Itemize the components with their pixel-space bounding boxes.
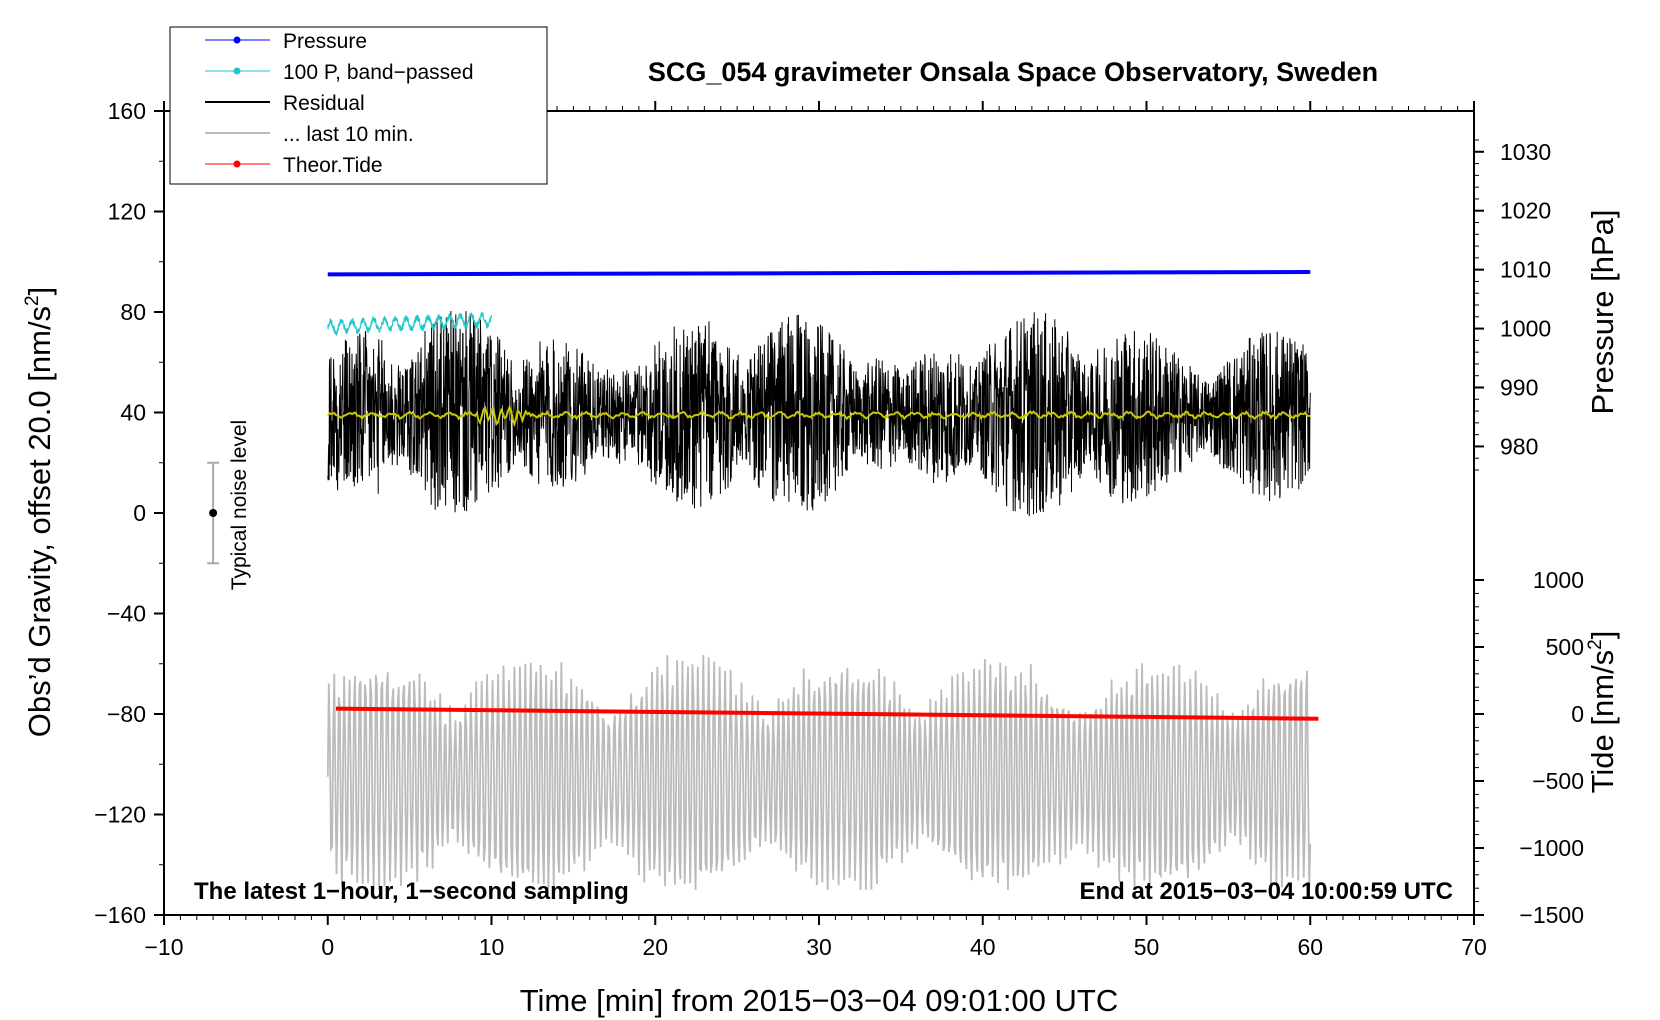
series-residual (327, 310, 1311, 517)
axes-layer: −10 0 10 20 30 40 50 60 70−160−120−80−4004080120… (94, 98, 1584, 960)
x-tick-label: 0 (321, 934, 334, 960)
legend-marker-pressure (233, 36, 241, 44)
series-theor-tide (335, 706, 1319, 721)
tide-tick-label: −1500 (1519, 902, 1584, 928)
pressure-tick-label: 1030 (1500, 139, 1551, 165)
legend-box (169, 26, 548, 185)
y-tick-label: 160 (108, 98, 146, 124)
legend-marker-bandpassed (233, 67, 241, 75)
pressure-tick-label: 990 (1500, 375, 1538, 401)
y-tick-label: −120 (94, 802, 146, 828)
x-tick-label: 30 (806, 934, 832, 960)
tide-tick-label: 0 (1571, 701, 1584, 727)
y-tick-label: 0 (133, 500, 146, 526)
legend-label-bandpassed: 100 P, band−passed (283, 61, 474, 84)
y-axis-title: Obs’d Gravity, offset 20.0 [nm/s2] (22, 287, 57, 738)
legend-label-pressure: Pressure (283, 30, 367, 53)
y-axis-title-tail: ] (22, 287, 57, 296)
legend-label-tide: Theor.Tide (283, 154, 383, 177)
pressure-tick-label: 1020 (1500, 198, 1551, 224)
noise-bar-center-dot (209, 509, 218, 517)
legend-label-residual: Residual (283, 92, 365, 115)
tide-axis-title-superscript: 2 (1585, 639, 1606, 650)
end-time-annotation: End at 2015−03−04 10:00:59 UTC (1079, 878, 1453, 905)
series-last-10-min (326, 654, 1312, 890)
x-tick-label: 40 (970, 934, 996, 960)
series-residual-smoothed (326, 404, 1311, 428)
tide-axis-title: Tide [nm/s2] (1585, 631, 1620, 794)
pressure-tick-label: 980 (1500, 433, 1538, 459)
y-tick-label: −40 (107, 601, 146, 627)
series-bandpassed (327, 311, 492, 337)
legend-marker-tide (233, 160, 241, 168)
legend-label-last10: ... last 10 min. (283, 123, 414, 146)
x-axis-title: Time [min] from 2015−03−04 09:01:00 UTC (520, 983, 1119, 1018)
tide-tick-label: −1000 (1519, 835, 1584, 861)
pressure-tick-label: 1010 (1500, 257, 1551, 283)
legend: Pressure 100 P, band−passed Residual ...… (169, 26, 548, 185)
y-axis-title-superscript: 2 (22, 295, 43, 306)
x-tick-label: 60 (1297, 934, 1323, 960)
series-pressure (327, 270, 1311, 277)
y-tick-label: −80 (107, 701, 146, 727)
y-tick-label: 120 (108, 199, 146, 225)
x-tick-label: 50 (1134, 934, 1160, 960)
x-tick-label: 20 (642, 934, 668, 960)
noise-label: Typical noise level (228, 420, 251, 590)
tide-tick-label: 500 (1546, 634, 1584, 660)
x-tick-label: 10 (479, 934, 505, 960)
y-tick-label: 40 (120, 400, 146, 426)
x-tick-label: 70 (1461, 934, 1487, 960)
y-tick-label: 80 (120, 299, 146, 325)
tide-axis-title-main: Tide [nm/s (1585, 650, 1620, 794)
y-tick-label: −160 (94, 902, 146, 928)
x-tick-label: −10 (144, 934, 183, 960)
chart-title: SCG_054 gravimeter Onsala Space Observat… (648, 57, 1378, 87)
tide-tick-label: 1000 (1533, 567, 1584, 593)
y-axis-title-main: Obs’d Gravity, offset 20.0 [nm/s (22, 306, 57, 737)
noise-indicator (207, 461, 220, 565)
series-layer (326, 270, 1319, 890)
sampling-annotation: The latest 1−hour, 1−second sampling (194, 878, 629, 905)
tide-tick-label: −500 (1532, 768, 1584, 794)
pressure-tick-label: 1000 (1500, 316, 1551, 342)
pressure-axis-title: Pressure [hPa] (1585, 209, 1620, 414)
tide-axis-title-tail: ] (1585, 631, 1620, 640)
